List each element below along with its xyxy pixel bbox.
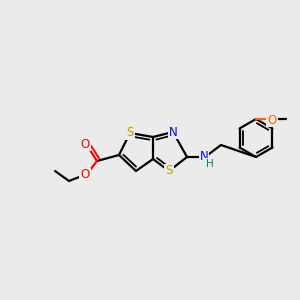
- Text: O: O: [80, 137, 90, 151]
- Text: H: H: [206, 159, 214, 169]
- Text: O: O: [80, 169, 90, 182]
- Text: O: O: [267, 113, 277, 127]
- Text: S: S: [165, 164, 173, 178]
- Text: N: N: [200, 149, 208, 163]
- Text: N: N: [169, 125, 177, 139]
- Text: S: S: [126, 127, 134, 140]
